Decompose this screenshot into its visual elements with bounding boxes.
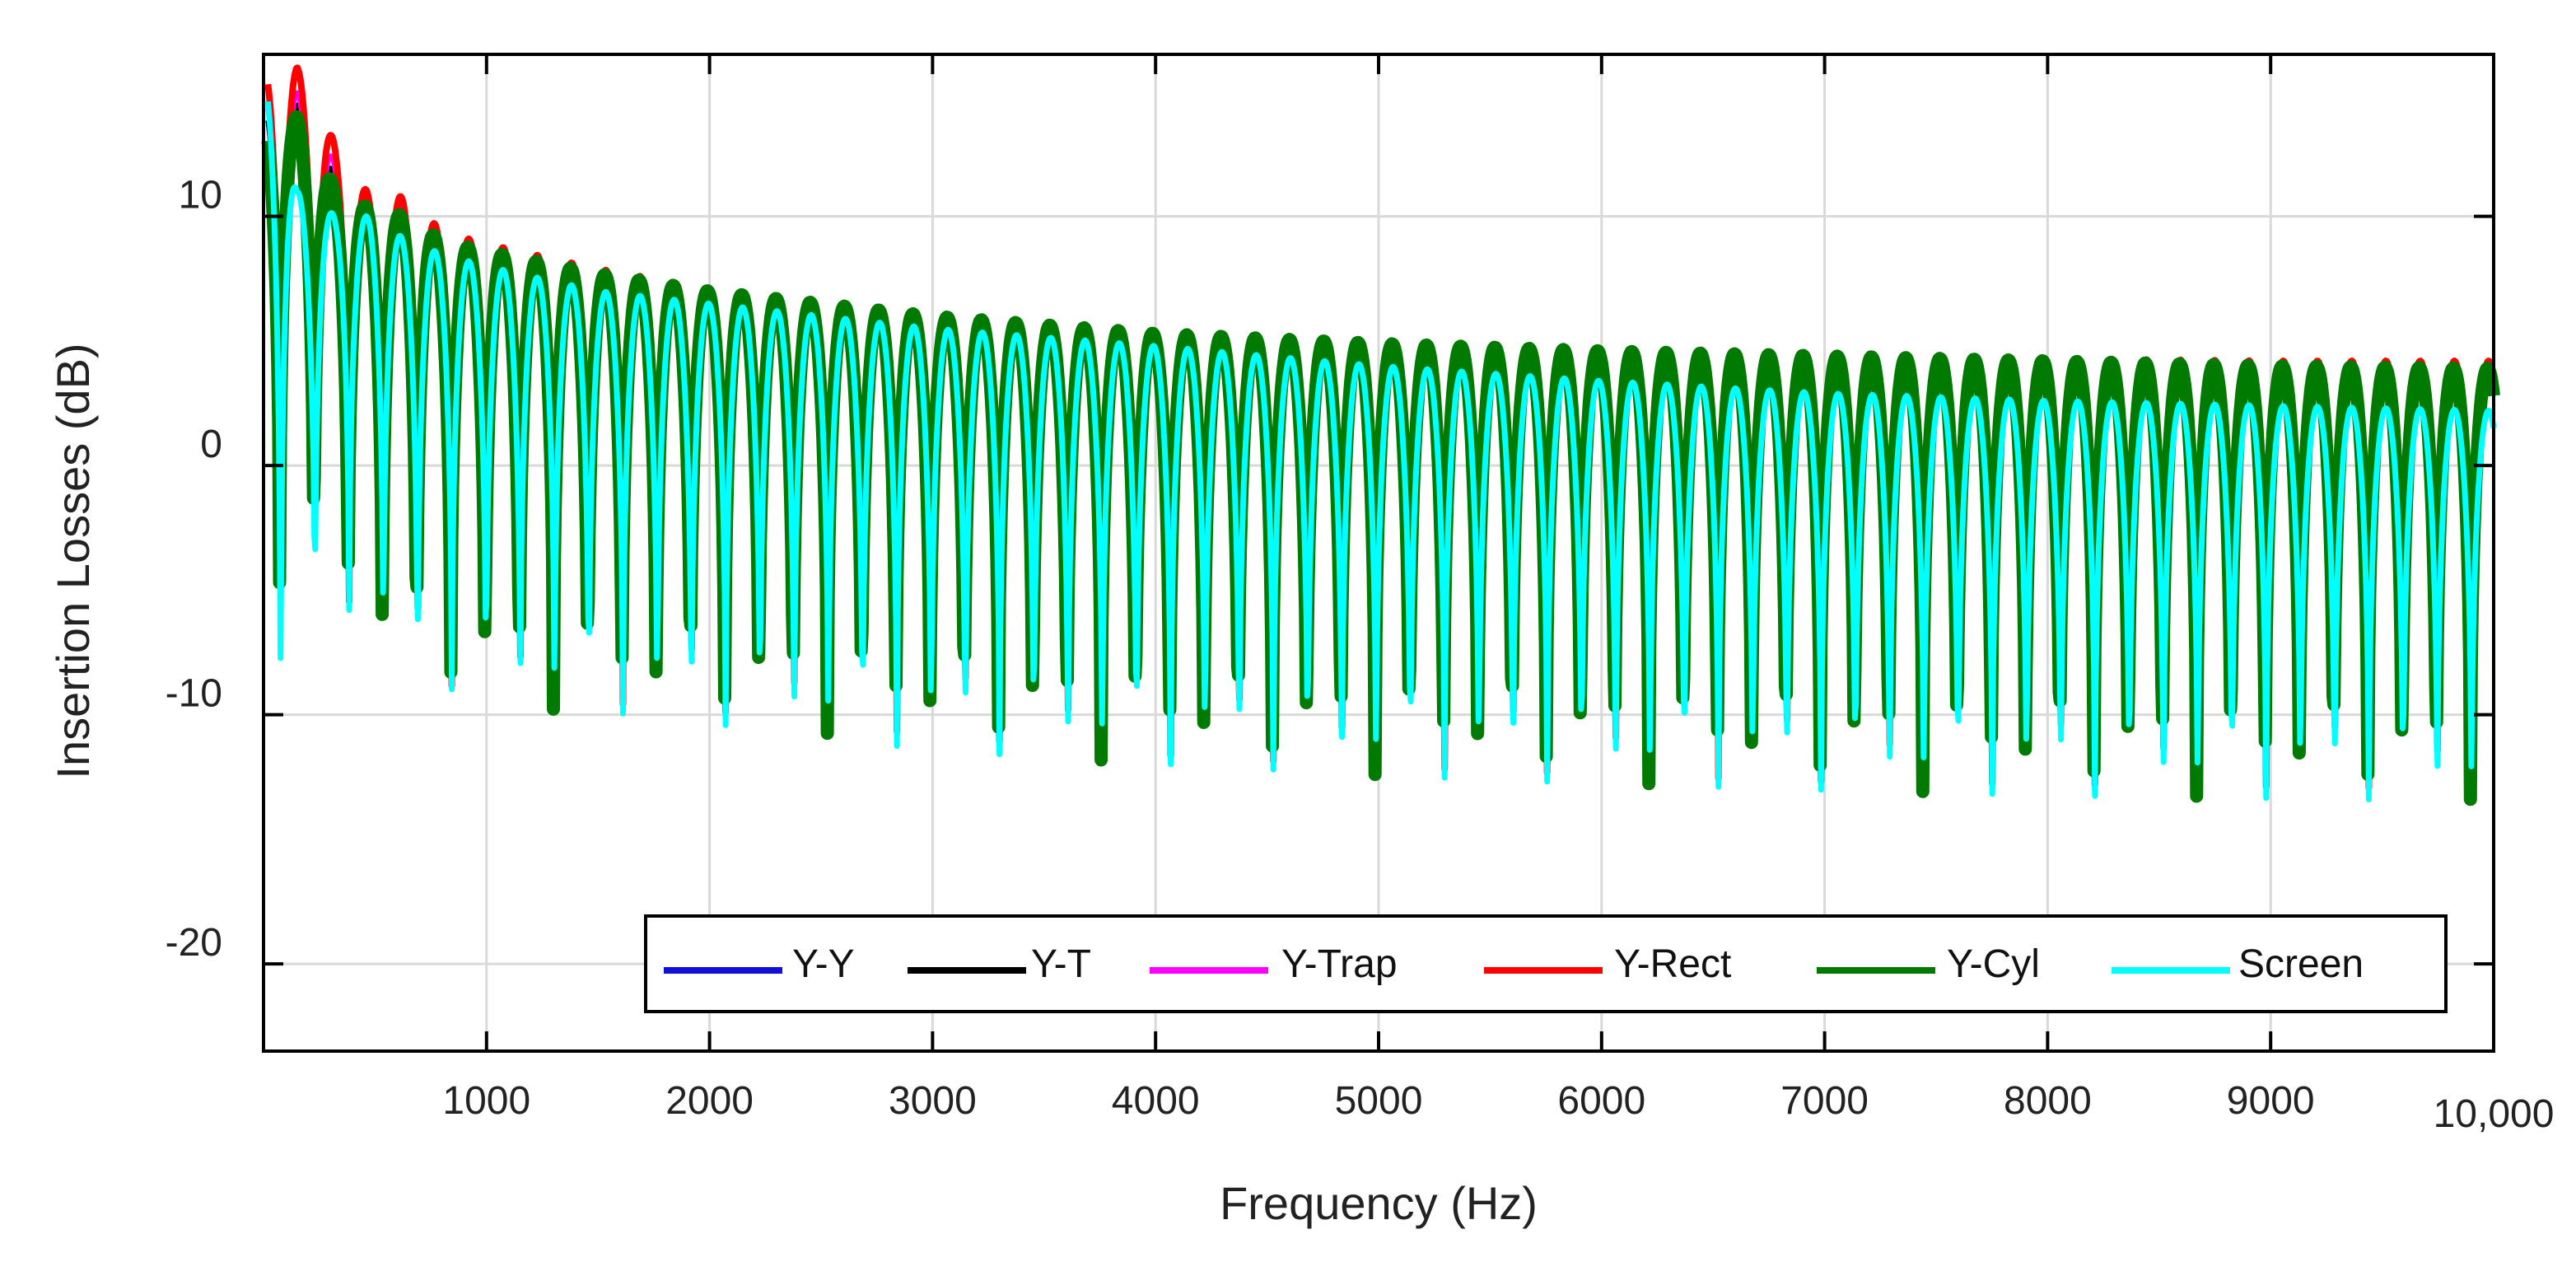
legend-label: Y-Rect — [1614, 942, 1731, 986]
legend-entry: Screen — [2112, 942, 2364, 986]
y-tick-label: 10 — [179, 174, 222, 217]
legend-label: Y-T — [1031, 942, 1091, 986]
x-tick-label: 2000 — [665, 1079, 754, 1123]
legend-entry: Y-Y — [664, 942, 855, 986]
x-axis-title: Frequency (Hz) — [1220, 1177, 1538, 1229]
legend-label: Y-Trap — [1281, 942, 1398, 986]
y-tick-label: 0 — [200, 423, 222, 466]
series-line-screen — [264, 100, 2497, 802]
legend-label: Y-Y — [792, 942, 855, 986]
legend-label: Screen — [2238, 942, 2364, 986]
axis-ticks: 1000 2000 3000 4000 5000 6000 7000 8000 9000 10,0… — [166, 54, 2555, 1136]
x-tick-label: 9000 — [2227, 1079, 2315, 1123]
y-tick-label: -10 — [166, 672, 222, 716]
y-tick-label: -20 — [166, 921, 222, 965]
series-lines — [261, 64, 2500, 806]
x-tick-label: 10,000 — [2434, 1092, 2555, 1136]
x-tick-label: 4000 — [1112, 1079, 1200, 1123]
legend-entry: Y-Trap — [1150, 942, 1398, 986]
x-tick-label: 7000 — [1780, 1079, 1869, 1123]
legend-label: Y-Cyl — [1947, 942, 2040, 986]
y-axis-title: Insertion Losses (dB) — [47, 343, 99, 778]
legend-entry: Y-T — [908, 942, 1091, 986]
legend: Y-Y Y-T Y-Trap Y-Rect Y-Cyl Screen — [644, 914, 2448, 1013]
x-tick-label: 8000 — [2004, 1079, 2092, 1123]
legend-box — [644, 914, 2448, 1013]
x-tick-label: 6000 — [1557, 1079, 1645, 1123]
x-tick-label: 1000 — [442, 1079, 530, 1123]
legend-entry: Y-Rect — [1484, 942, 1731, 986]
legend-entry: Y-Cyl — [1817, 942, 2040, 986]
x-tick-label: 3000 — [889, 1079, 977, 1123]
x-tick-label: 5000 — [1335, 1079, 1423, 1123]
